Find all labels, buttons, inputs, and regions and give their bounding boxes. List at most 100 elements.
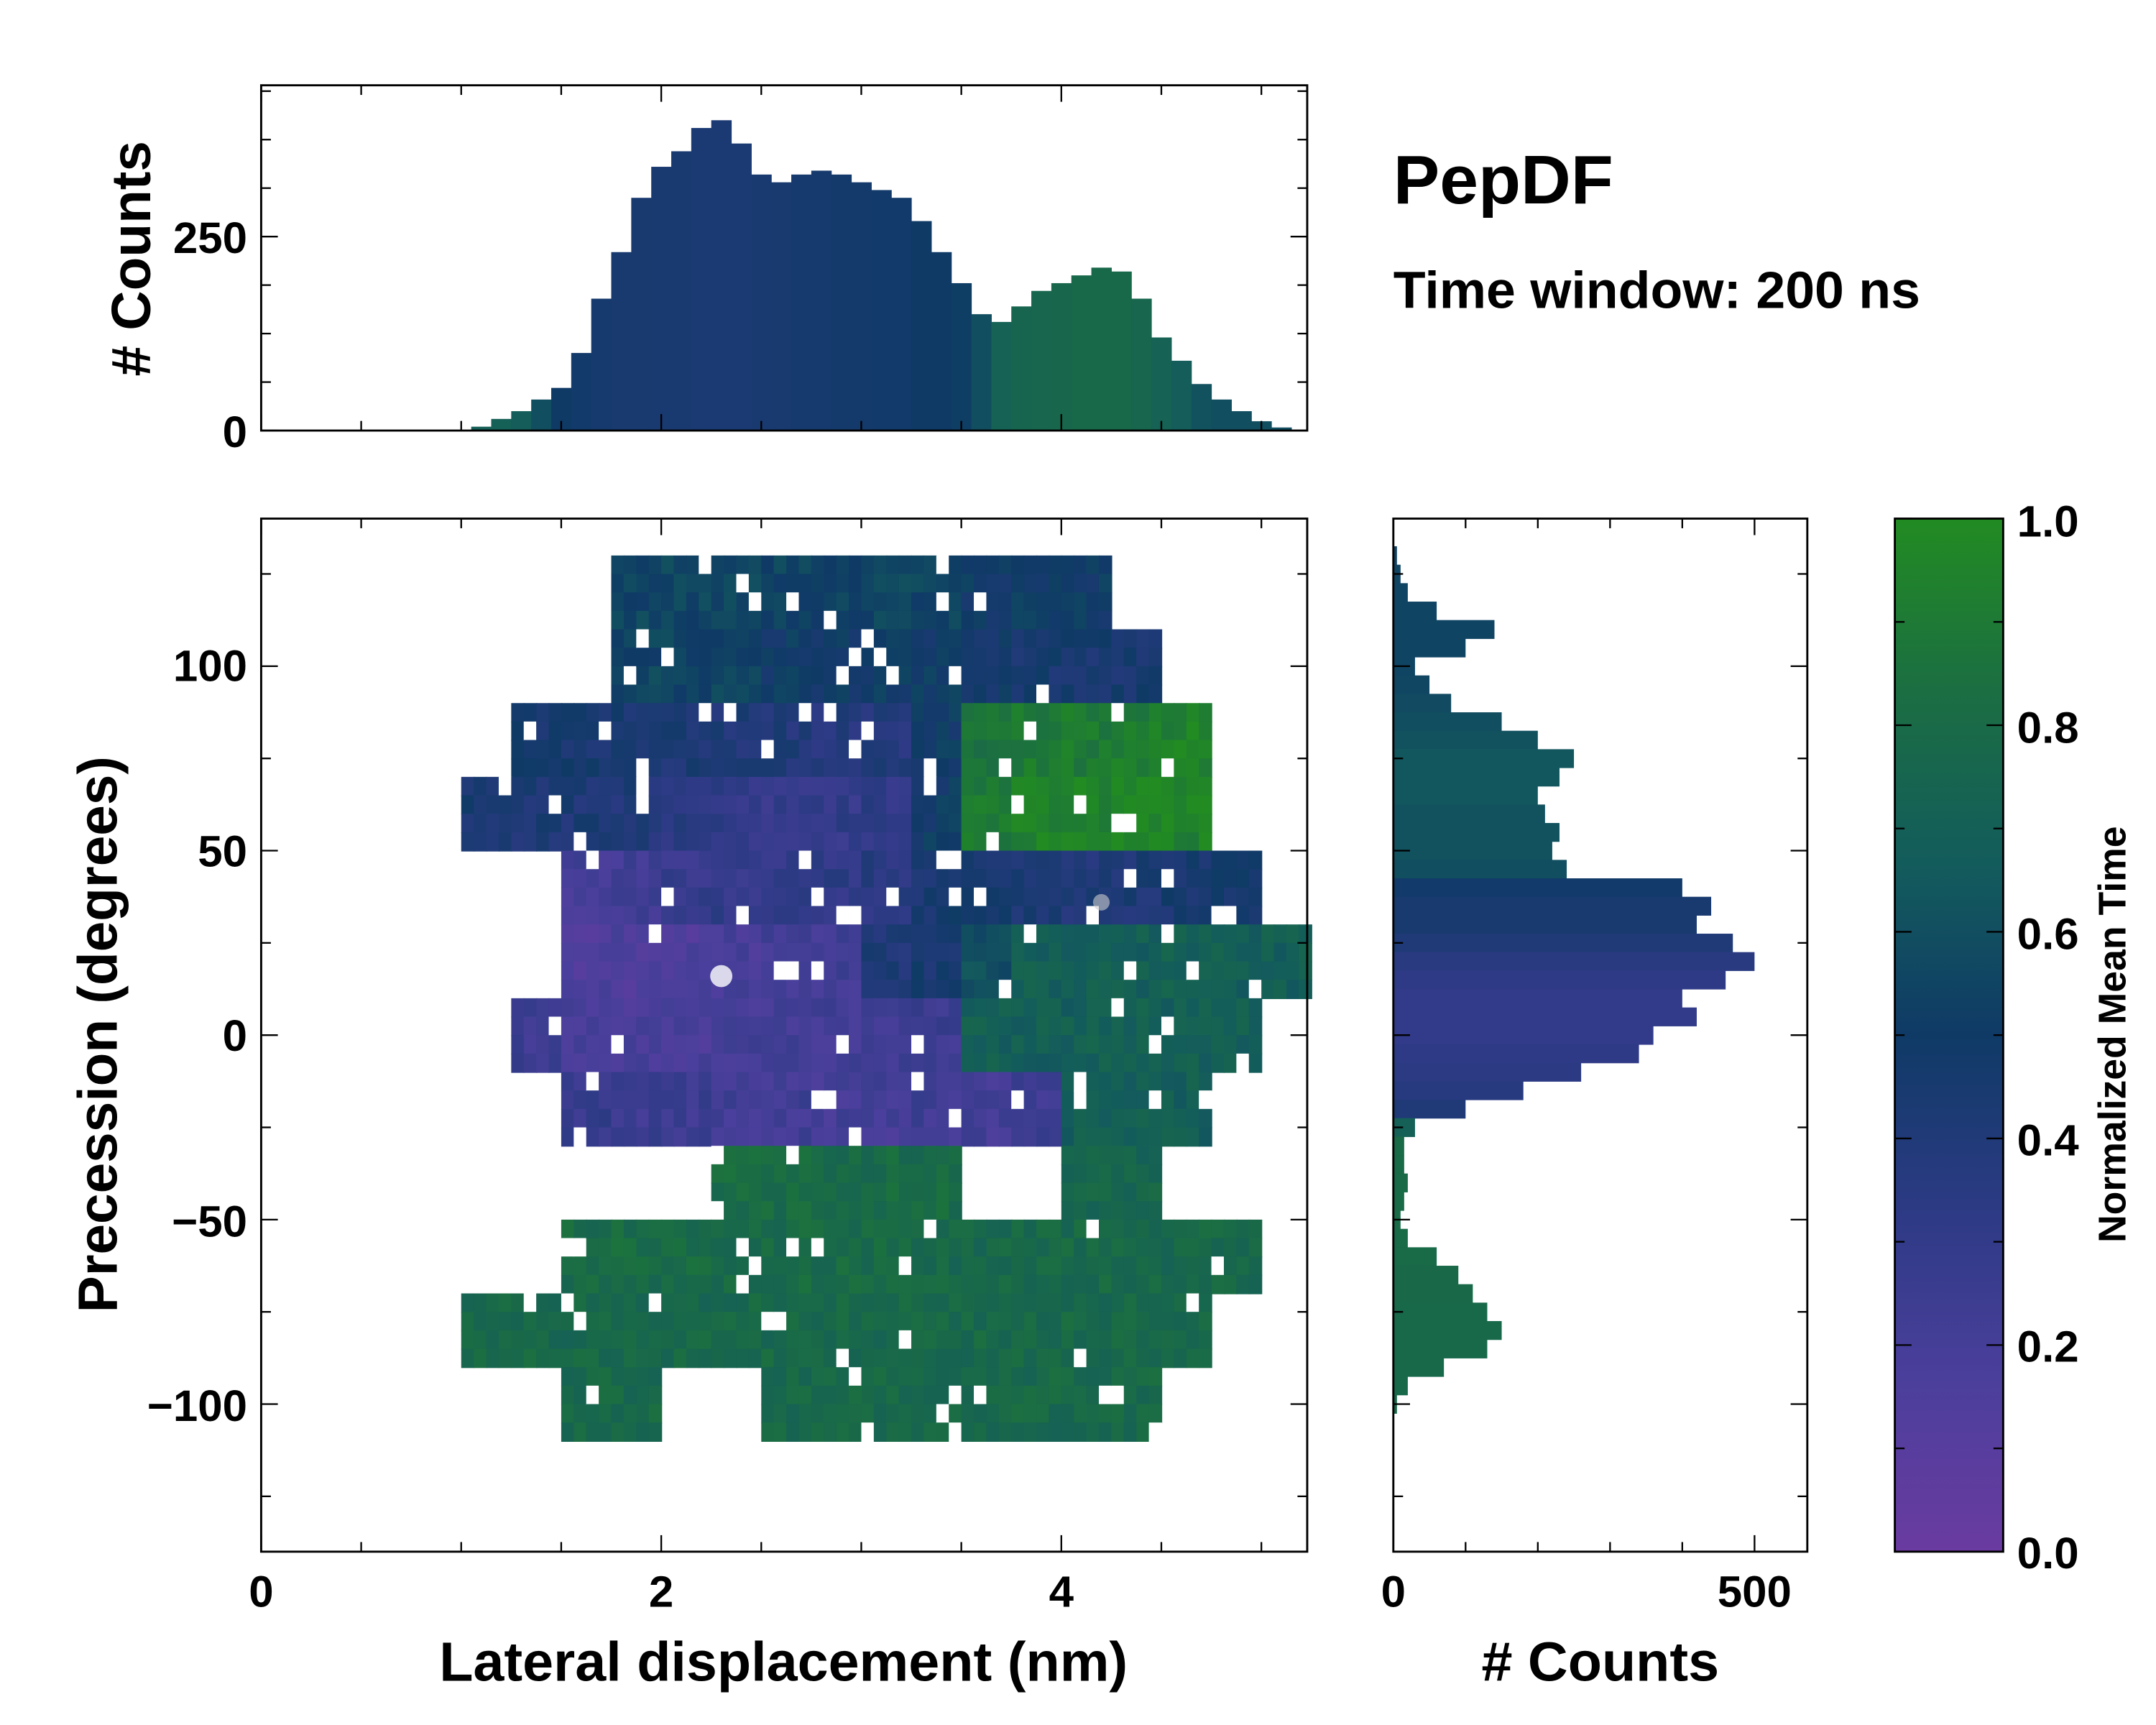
heatmap-cell bbox=[561, 1035, 575, 1055]
heatmap-cell bbox=[936, 666, 950, 686]
heatmap-cell bbox=[986, 1219, 1000, 1239]
heatmap-cell bbox=[836, 980, 850, 1000]
heatmap-cell bbox=[1186, 998, 1200, 1018]
heatmap-cell bbox=[873, 832, 888, 852]
heatmap-cell bbox=[648, 1219, 663, 1239]
heatmap-cell bbox=[536, 776, 550, 796]
heatmap-cell bbox=[1186, 942, 1200, 962]
heatmap-cell bbox=[736, 814, 750, 834]
heatmap-cell bbox=[773, 776, 788, 796]
heatmap-cell bbox=[786, 703, 800, 723]
heatmap-cell bbox=[1023, 1035, 1038, 1055]
heatmap-cell bbox=[1123, 869, 1138, 889]
heatmap-cell bbox=[811, 1164, 825, 1184]
heatmap-cell bbox=[1223, 869, 1238, 889]
heatmap-cell bbox=[1061, 1164, 1075, 1184]
heatmap-cell bbox=[561, 1127, 575, 1147]
heatmap-cell bbox=[748, 574, 763, 594]
heatmap-cell bbox=[798, 961, 813, 981]
heatmap-cell bbox=[711, 721, 725, 741]
heatmap-cell bbox=[873, 1274, 888, 1294]
heatmap-cell bbox=[824, 1238, 837, 1258]
heatmap-cell bbox=[824, 721, 837, 741]
heatmap-cell bbox=[1011, 592, 1025, 612]
heatmap-cell bbox=[1136, 1312, 1150, 1332]
heatmap-cell bbox=[661, 1016, 675, 1036]
heatmap-cell bbox=[699, 887, 712, 907]
heatmap-cell bbox=[936, 648, 950, 668]
heatmap-cell bbox=[898, 980, 913, 1000]
heatmap-cell bbox=[1111, 629, 1125, 649]
heatmap-cell bbox=[1086, 1016, 1100, 1036]
heatmap-cell bbox=[1199, 1256, 1212, 1276]
heatmap-cell bbox=[861, 1127, 875, 1147]
heatmap-cell bbox=[923, 610, 937, 630]
heatmap-cell bbox=[1023, 814, 1038, 834]
heatmap-cell bbox=[661, 684, 675, 704]
heatmap-cell bbox=[748, 998, 763, 1018]
heatmap-cell bbox=[1049, 961, 1062, 981]
heatmap-cell bbox=[974, 721, 987, 741]
heatmap-cell bbox=[461, 832, 475, 852]
heatmap-cell bbox=[1123, 776, 1138, 796]
heatmap-cell bbox=[736, 684, 750, 704]
heatmap-cell bbox=[661, 629, 675, 649]
heatmap-cell bbox=[1074, 961, 1087, 981]
heatmap-cell bbox=[599, 1053, 612, 1073]
heatmap-cell bbox=[498, 832, 512, 852]
heatmap-cell bbox=[1011, 980, 1025, 1000]
heatmap-cell bbox=[798, 887, 813, 907]
right-histogram-bar bbox=[1393, 989, 1682, 1008]
heatmap-cell bbox=[936, 961, 950, 981]
heatmap-cell bbox=[949, 814, 962, 834]
heatmap-cell bbox=[798, 574, 813, 594]
heatmap-cell bbox=[1174, 1053, 1187, 1073]
heatmap-cell bbox=[811, 666, 825, 686]
heatmap-cell bbox=[699, 1072, 712, 1092]
heatmap-cell bbox=[736, 1035, 750, 1055]
heatmap-cell bbox=[786, 592, 800, 612]
heatmap-cell bbox=[548, 1330, 563, 1350]
heatmap-cell bbox=[686, 850, 700, 870]
heatmap-cell bbox=[498, 1330, 512, 1350]
heatmap-cell bbox=[1248, 1238, 1263, 1258]
heatmap-cell bbox=[898, 1330, 913, 1350]
heatmap-cell bbox=[798, 555, 813, 575]
heatmap-cell bbox=[824, 1293, 837, 1313]
heatmap-cell bbox=[636, 1312, 650, 1332]
heatmap-cell bbox=[1136, 1127, 1150, 1147]
heatmap-cell bbox=[661, 703, 675, 723]
heatmap-cell bbox=[1286, 942, 1300, 962]
heatmap-cell bbox=[586, 721, 600, 741]
heatmap-cell bbox=[798, 1146, 813, 1166]
heatmap-cell bbox=[548, 1348, 563, 1368]
heatmap-cell bbox=[1223, 924, 1238, 944]
heatmap-cell bbox=[1049, 1422, 1062, 1443]
heatmap-cell bbox=[686, 610, 700, 630]
heatmap-cell bbox=[711, 574, 725, 594]
heatmap-cell bbox=[611, 776, 625, 796]
heatmap-cell bbox=[599, 1016, 612, 1036]
heatmap-cell bbox=[773, 1127, 788, 1147]
heatmap-cell bbox=[1261, 924, 1275, 944]
heatmap-cell bbox=[986, 776, 1000, 796]
heatmap-cell bbox=[611, 1016, 625, 1036]
heatmap-cell bbox=[1011, 610, 1025, 630]
heatmap-cell bbox=[673, 629, 688, 649]
heatmap-cell bbox=[748, 906, 763, 926]
heatmap-cell bbox=[1086, 961, 1100, 981]
heatmap-cell bbox=[1074, 703, 1087, 723]
heatmap-cell bbox=[1136, 1348, 1150, 1368]
heatmap-cell bbox=[898, 1072, 913, 1092]
heatmap-cell bbox=[648, 1422, 663, 1443]
heatmap-cell bbox=[936, 1035, 950, 1055]
heatmap-cell bbox=[561, 1090, 575, 1110]
heatmap-cell bbox=[748, 850, 763, 870]
heatmap-cell bbox=[961, 1422, 975, 1443]
heatmap-cell bbox=[986, 574, 1000, 594]
heatmap-cell bbox=[1123, 703, 1138, 723]
heatmap-cell bbox=[686, 869, 700, 889]
heatmap-cell bbox=[586, 980, 600, 1000]
heatmap-cell bbox=[761, 740, 775, 760]
heatmap-cell bbox=[1011, 740, 1025, 760]
